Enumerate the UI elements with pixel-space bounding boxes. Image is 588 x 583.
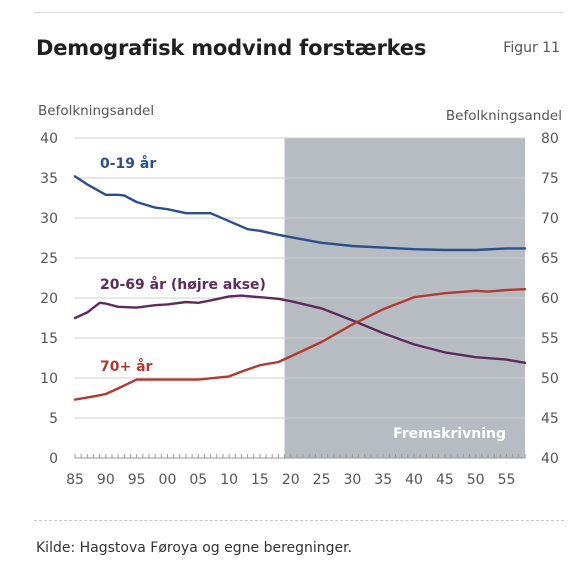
y-right-tick-label: 40 [541, 451, 559, 467]
series-line [73, 175, 527, 252]
projection-label: Fremskrivning [393, 426, 506, 442]
series-line [73, 294, 527, 364]
y-left-tick-label: 30 [40, 211, 58, 227]
x-tick-label: 20 [282, 472, 300, 488]
series-line [73, 288, 527, 401]
x-tick-label: 50 [467, 472, 485, 488]
x-tick-label: 25 [313, 472, 331, 488]
x-tick-label: 55 [498, 472, 516, 488]
y-left-axis-label: Befolkningsandel [38, 103, 154, 119]
y-right-tick-label: 80 [541, 131, 559, 147]
y-right-tick-label: 65 [541, 251, 559, 267]
y-right-tick-label: 75 [541, 171, 559, 187]
y-right-tick-label: 45 [541, 411, 559, 427]
x-tick-label: 15 [251, 472, 269, 488]
series-label: 0-19 år [100, 155, 156, 172]
y-left-tick-label: 0 [49, 451, 58, 467]
y-right-tick-label: 70 [541, 211, 559, 227]
y-left-tick-label: 5 [49, 411, 58, 427]
x-tick-label: 30 [343, 472, 361, 488]
x-tick-label: 85 [66, 472, 84, 488]
y-right-tick-label: 55 [541, 331, 559, 347]
x-tick-label: 45 [436, 472, 454, 488]
y-right-tick-label: 60 [541, 291, 559, 307]
x-tick-label: 90 [97, 472, 115, 488]
y-right-axis-label: Befolkningsandel [446, 108, 562, 124]
series-label: 70+ år [100, 358, 153, 375]
x-tick-label: 05 [189, 472, 207, 488]
bottom-rule [34, 520, 564, 521]
y-left-tick-label: 25 [40, 251, 58, 267]
y-left-tick-label: 35 [40, 171, 58, 187]
chart-title: Demografisk modvind forstærkes [36, 36, 427, 60]
x-tick-label: 40 [405, 472, 423, 488]
x-tick-label: 35 [374, 472, 392, 488]
y-left-tick-label: 15 [40, 331, 58, 347]
y-left-tick-label: 20 [40, 291, 58, 307]
y-right-tick-label: 50 [541, 371, 559, 387]
x-tick-label: 00 [159, 472, 177, 488]
y-left-tick-label: 40 [40, 131, 58, 147]
x-tick-label: 95 [128, 472, 146, 488]
source-note: Kilde: Hagstova Føroya og egne beregning… [36, 540, 353, 556]
x-tick-label: 10 [220, 472, 238, 488]
figure-number: Figur 11 [503, 40, 560, 56]
series-label: 20-69 år (højre akse) [100, 276, 266, 293]
top-rule [34, 12, 564, 13]
y-left-tick-label: 10 [40, 371, 58, 387]
